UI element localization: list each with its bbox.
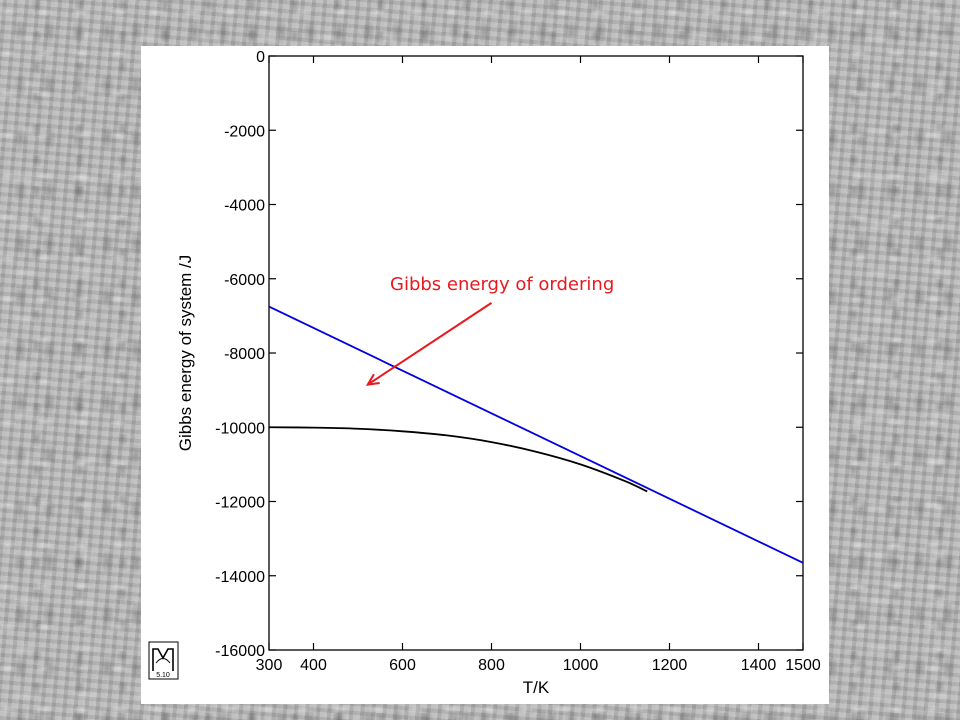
x-tick-label: 800 <box>478 657 505 674</box>
y-tick-label: -8000 <box>224 346 265 363</box>
annotation-arrow <box>367 302 493 386</box>
plot-frame <box>268 55 804 651</box>
x-tick-label: 1400 <box>741 657 777 674</box>
y-tick-label: -6000 <box>224 272 265 289</box>
x-tick-label: 300 <box>256 657 283 674</box>
x-tick-label: 600 <box>389 657 416 674</box>
x-tick-label: 1200 <box>652 657 688 674</box>
tdaa-logo: 5.10 <box>148 641 179 680</box>
y-tick-label: -4000 <box>224 198 265 215</box>
y-axis-title: Gibbs energy of system /J <box>176 255 195 452</box>
annotation-arrowhead <box>365 373 380 386</box>
annotation-label: Gibbs energy of ordering <box>390 274 614 295</box>
y-tick-label: -14000 <box>215 569 265 586</box>
gibbs-energy-chart: 0 -2000 -4000 -6000 -8000 -10000 -12000 -14000 -… <box>148 49 821 697</box>
x-tick-label: 400 <box>300 657 327 674</box>
y-tick-label: -10000 <box>215 420 265 437</box>
series-line-0 <box>268 305 804 564</box>
y-tick-label: 0 <box>256 49 265 66</box>
x-tick-label: 1500 <box>785 657 821 674</box>
x-tick-label: 1000 <box>563 657 599 674</box>
logo-version: 5.10 <box>156 672 170 679</box>
x-axis-title: T/K <box>523 678 550 697</box>
slide-panel: 0 -2000 -4000 -6000 -8000 -10000 -12000 -14000 -… <box>141 46 829 704</box>
y-tick-label: -2000 <box>224 123 265 140</box>
series-line-1 <box>268 426 648 493</box>
y-tick-label: -16000 <box>215 643 265 660</box>
y-tick-label: -12000 <box>215 495 265 512</box>
